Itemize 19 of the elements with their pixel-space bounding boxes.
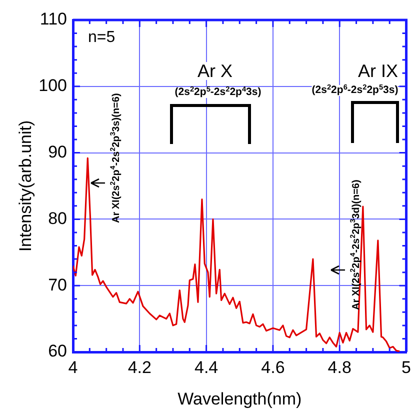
y-tick-label: 60 <box>48 342 67 361</box>
text: (2s$^{2}$2p$^{5}$-2s$^{2}$2p$^{4}$3s) <box>174 84 262 98</box>
annotation: Ar X <box>197 61 233 81</box>
x-tick-label: 4.4 <box>194 358 218 377</box>
x-tick-label: 4.8 <box>328 358 352 377</box>
y-tick-label: 100 <box>38 76 67 96</box>
y-axis-title: Intensity(arb.unit) <box>16 120 35 252</box>
y-tick-label: 70 <box>48 275 67 294</box>
text: (2s$^{2}$2p$^{6}$-2s$^{2}$2p$^{5}$3s) <box>312 82 398 96</box>
y-tick-label: 90 <box>48 142 67 162</box>
x-axis-title: Wavelength(nm) <box>178 389 302 408</box>
x-tick-label: 4 <box>68 358 78 377</box>
x-tick-label: 4.2 <box>128 358 152 377</box>
x-tick-label: 5 <box>402 358 412 377</box>
y-tick-label: 80 <box>48 208 67 228</box>
y-tick-label: 110 <box>40 10 67 29</box>
annotation: Ar IX <box>358 61 398 81</box>
x-tick-label: 4.6 <box>261 358 285 377</box>
annotation: n=5 <box>88 29 116 46</box>
